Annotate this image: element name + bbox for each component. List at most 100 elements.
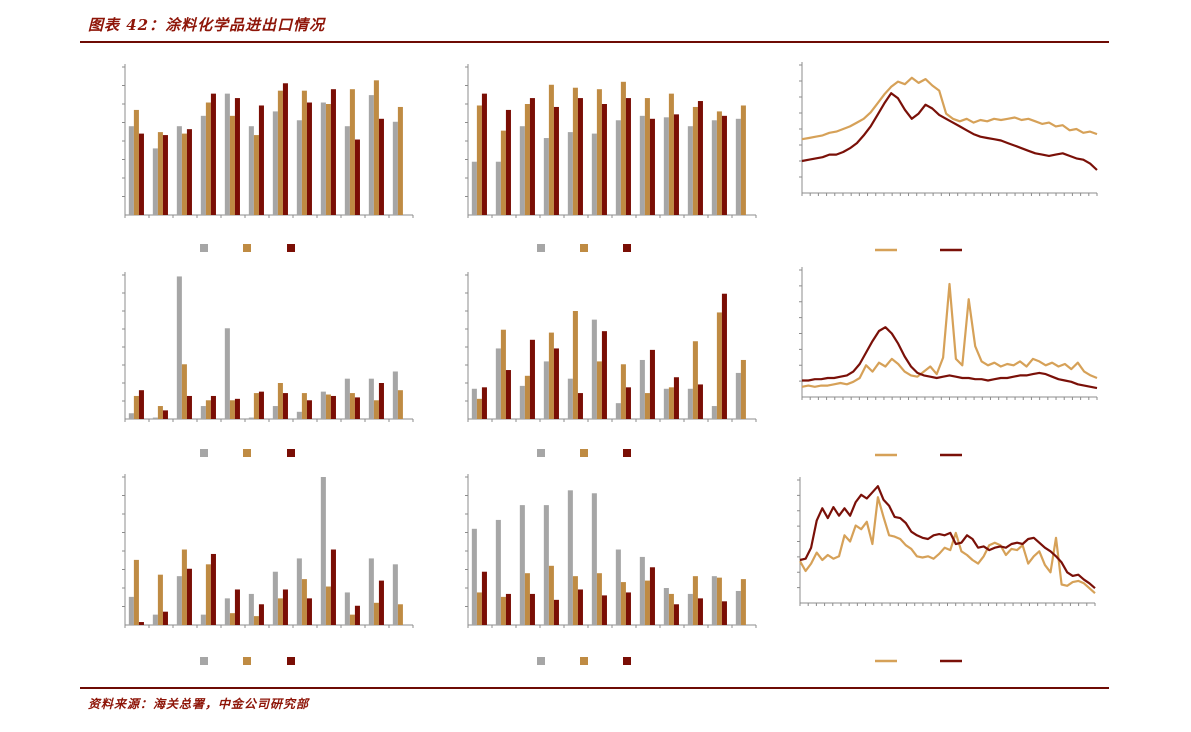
bar	[495, 519, 501, 625]
bar	[471, 528, 477, 625]
bar	[157, 574, 163, 625]
bar	[687, 388, 693, 419]
bar-chart-row1-col2	[465, 64, 757, 252]
series-maroon-bars	[481, 293, 727, 419]
bar	[181, 364, 187, 419]
series-maroon-bars	[138, 383, 384, 419]
legend-swatch-maroon	[287, 244, 295, 252]
figure-title: 图表 42：涂料化学品进出口情况	[88, 16, 326, 34]
bar	[138, 622, 144, 625]
bar	[529, 339, 535, 419]
bar	[229, 115, 235, 215]
line-tan-line	[799, 496, 1096, 595]
bar	[471, 388, 477, 419]
series-gray-bars	[471, 490, 741, 625]
bar	[553, 599, 559, 625]
bar	[553, 106, 559, 215]
bar	[330, 395, 336, 419]
bar	[721, 601, 727, 625]
bar	[373, 80, 379, 215]
bar	[644, 580, 650, 625]
bar	[476, 592, 482, 625]
bar	[200, 115, 206, 215]
bar	[567, 490, 573, 625]
bar	[162, 611, 168, 625]
bar	[133, 559, 139, 625]
bar	[649, 349, 655, 419]
bar	[234, 589, 240, 625]
bar	[644, 98, 650, 215]
legend-swatch-tan	[243, 657, 251, 665]
legend-swatch-gray	[537, 657, 545, 665]
line-tan-line	[801, 76, 1098, 141]
bar	[572, 576, 578, 625]
bar	[740, 579, 746, 625]
legend-swatch-maroon	[287, 657, 295, 665]
bar	[500, 596, 506, 625]
bar	[277, 90, 283, 215]
bar	[577, 589, 583, 625]
bar	[548, 565, 554, 625]
bar	[378, 580, 384, 625]
bar	[577, 98, 583, 215]
bar	[668, 93, 674, 215]
legend	[200, 657, 295, 665]
bar	[330, 549, 336, 625]
bar	[272, 571, 278, 625]
bar	[344, 592, 350, 625]
bar	[625, 592, 631, 625]
bar-chart-row1-col1	[122, 64, 414, 252]
bar	[162, 135, 168, 215]
bar	[301, 393, 307, 419]
bar	[176, 126, 182, 215]
bar	[567, 378, 573, 419]
bar	[615, 120, 621, 215]
bar	[740, 359, 746, 419]
bar-chart-row3-col2	[465, 474, 757, 665]
series-gray-bars	[471, 115, 741, 215]
bar-chart-row2-col1	[122, 272, 414, 457]
bar	[687, 126, 693, 215]
bar	[649, 567, 655, 625]
bar	[639, 556, 645, 625]
series-tan-bars	[476, 565, 746, 625]
bar	[186, 395, 192, 419]
bar	[378, 383, 384, 419]
line-maroon-line	[799, 485, 1096, 590]
bar	[368, 95, 374, 215]
bar	[687, 593, 693, 625]
bar	[481, 571, 487, 625]
bar	[325, 104, 331, 215]
bar	[320, 391, 326, 419]
bar	[306, 598, 312, 625]
bar	[692, 576, 698, 625]
bar	[711, 406, 717, 419]
bar	[476, 105, 482, 215]
legend-swatch-tan	[243, 449, 251, 457]
bar	[296, 120, 302, 215]
legend-swatch-tan	[580, 449, 588, 457]
bar	[620, 81, 626, 215]
bar	[668, 593, 674, 625]
series-maroon-bars	[481, 93, 727, 215]
bar	[397, 390, 403, 419]
bar	[673, 604, 679, 625]
bar	[368, 558, 374, 625]
bar	[625, 387, 631, 419]
series-gray-bars	[128, 93, 398, 215]
bar	[716, 312, 722, 419]
bar	[325, 394, 331, 419]
legend	[200, 244, 295, 252]
bar	[253, 135, 259, 215]
bar	[697, 598, 703, 625]
bar	[692, 341, 698, 419]
series-maroon-bars	[481, 567, 727, 625]
bar	[524, 573, 530, 625]
bar	[157, 132, 163, 215]
bar	[301, 579, 307, 625]
bar	[615, 549, 621, 625]
line-tan-line	[801, 282, 1098, 388]
bar-chart-row3-col1	[122, 474, 414, 665]
bar	[205, 564, 211, 625]
bar	[282, 589, 288, 625]
